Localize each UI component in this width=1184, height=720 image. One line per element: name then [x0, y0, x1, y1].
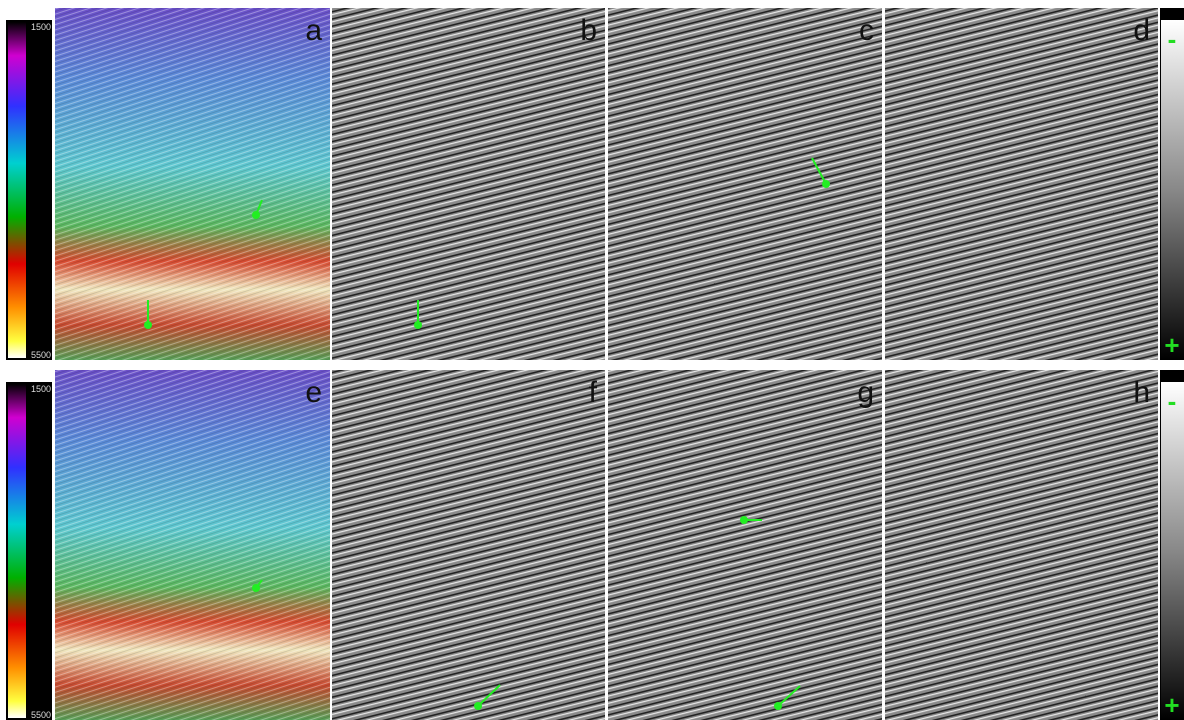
- colorbar-bottom-label: 5500: [31, 710, 51, 720]
- seismic-panel: [608, 8, 882, 360]
- seismic-texture: [55, 8, 330, 360]
- panel-label: b: [580, 14, 597, 47]
- colorbar: [8, 384, 26, 718]
- panel-label: f: [589, 376, 598, 409]
- arrow-head: [414, 321, 422, 329]
- arrow-head: [774, 702, 782, 710]
- arrow-head: [474, 702, 482, 710]
- colorbar-top-label: 1500: [31, 384, 51, 394]
- grayscale-bar: [1161, 382, 1184, 720]
- seismic-panel: [608, 370, 882, 720]
- arrow-head: [252, 211, 260, 219]
- seismic-panel: [332, 8, 605, 360]
- seismic-panel: [885, 370, 1158, 720]
- seismic-panel: [332, 370, 605, 720]
- panel-label: c: [859, 14, 874, 47]
- panel-label: d: [1133, 14, 1150, 47]
- grayscale-top-label: -: [1168, 24, 1177, 54]
- grayscale-top-label: -: [1168, 386, 1177, 416]
- arrow-head: [822, 180, 830, 188]
- panel-label: a: [305, 14, 322, 47]
- grayscale-bar: [1161, 20, 1184, 360]
- colorbar-top-label: 1500: [31, 22, 51, 32]
- panel-label: e: [305, 376, 322, 409]
- colorbar-bottom-label: 5500: [31, 350, 51, 360]
- panel-label: g: [857, 376, 874, 409]
- panel-label: h: [1133, 376, 1150, 409]
- seismic-panel: [885, 8, 1158, 360]
- figure: 15005500abcd-+15005500efgh-+: [0, 0, 1184, 720]
- grayscale-bottom-label: +: [1164, 330, 1179, 360]
- arrow-head: [740, 516, 748, 524]
- colorbar: [8, 22, 26, 358]
- arrow-head: [144, 321, 152, 329]
- seismic-texture: [55, 370, 330, 720]
- arrow-head: [252, 584, 260, 592]
- grayscale-bottom-label: +: [1164, 690, 1179, 720]
